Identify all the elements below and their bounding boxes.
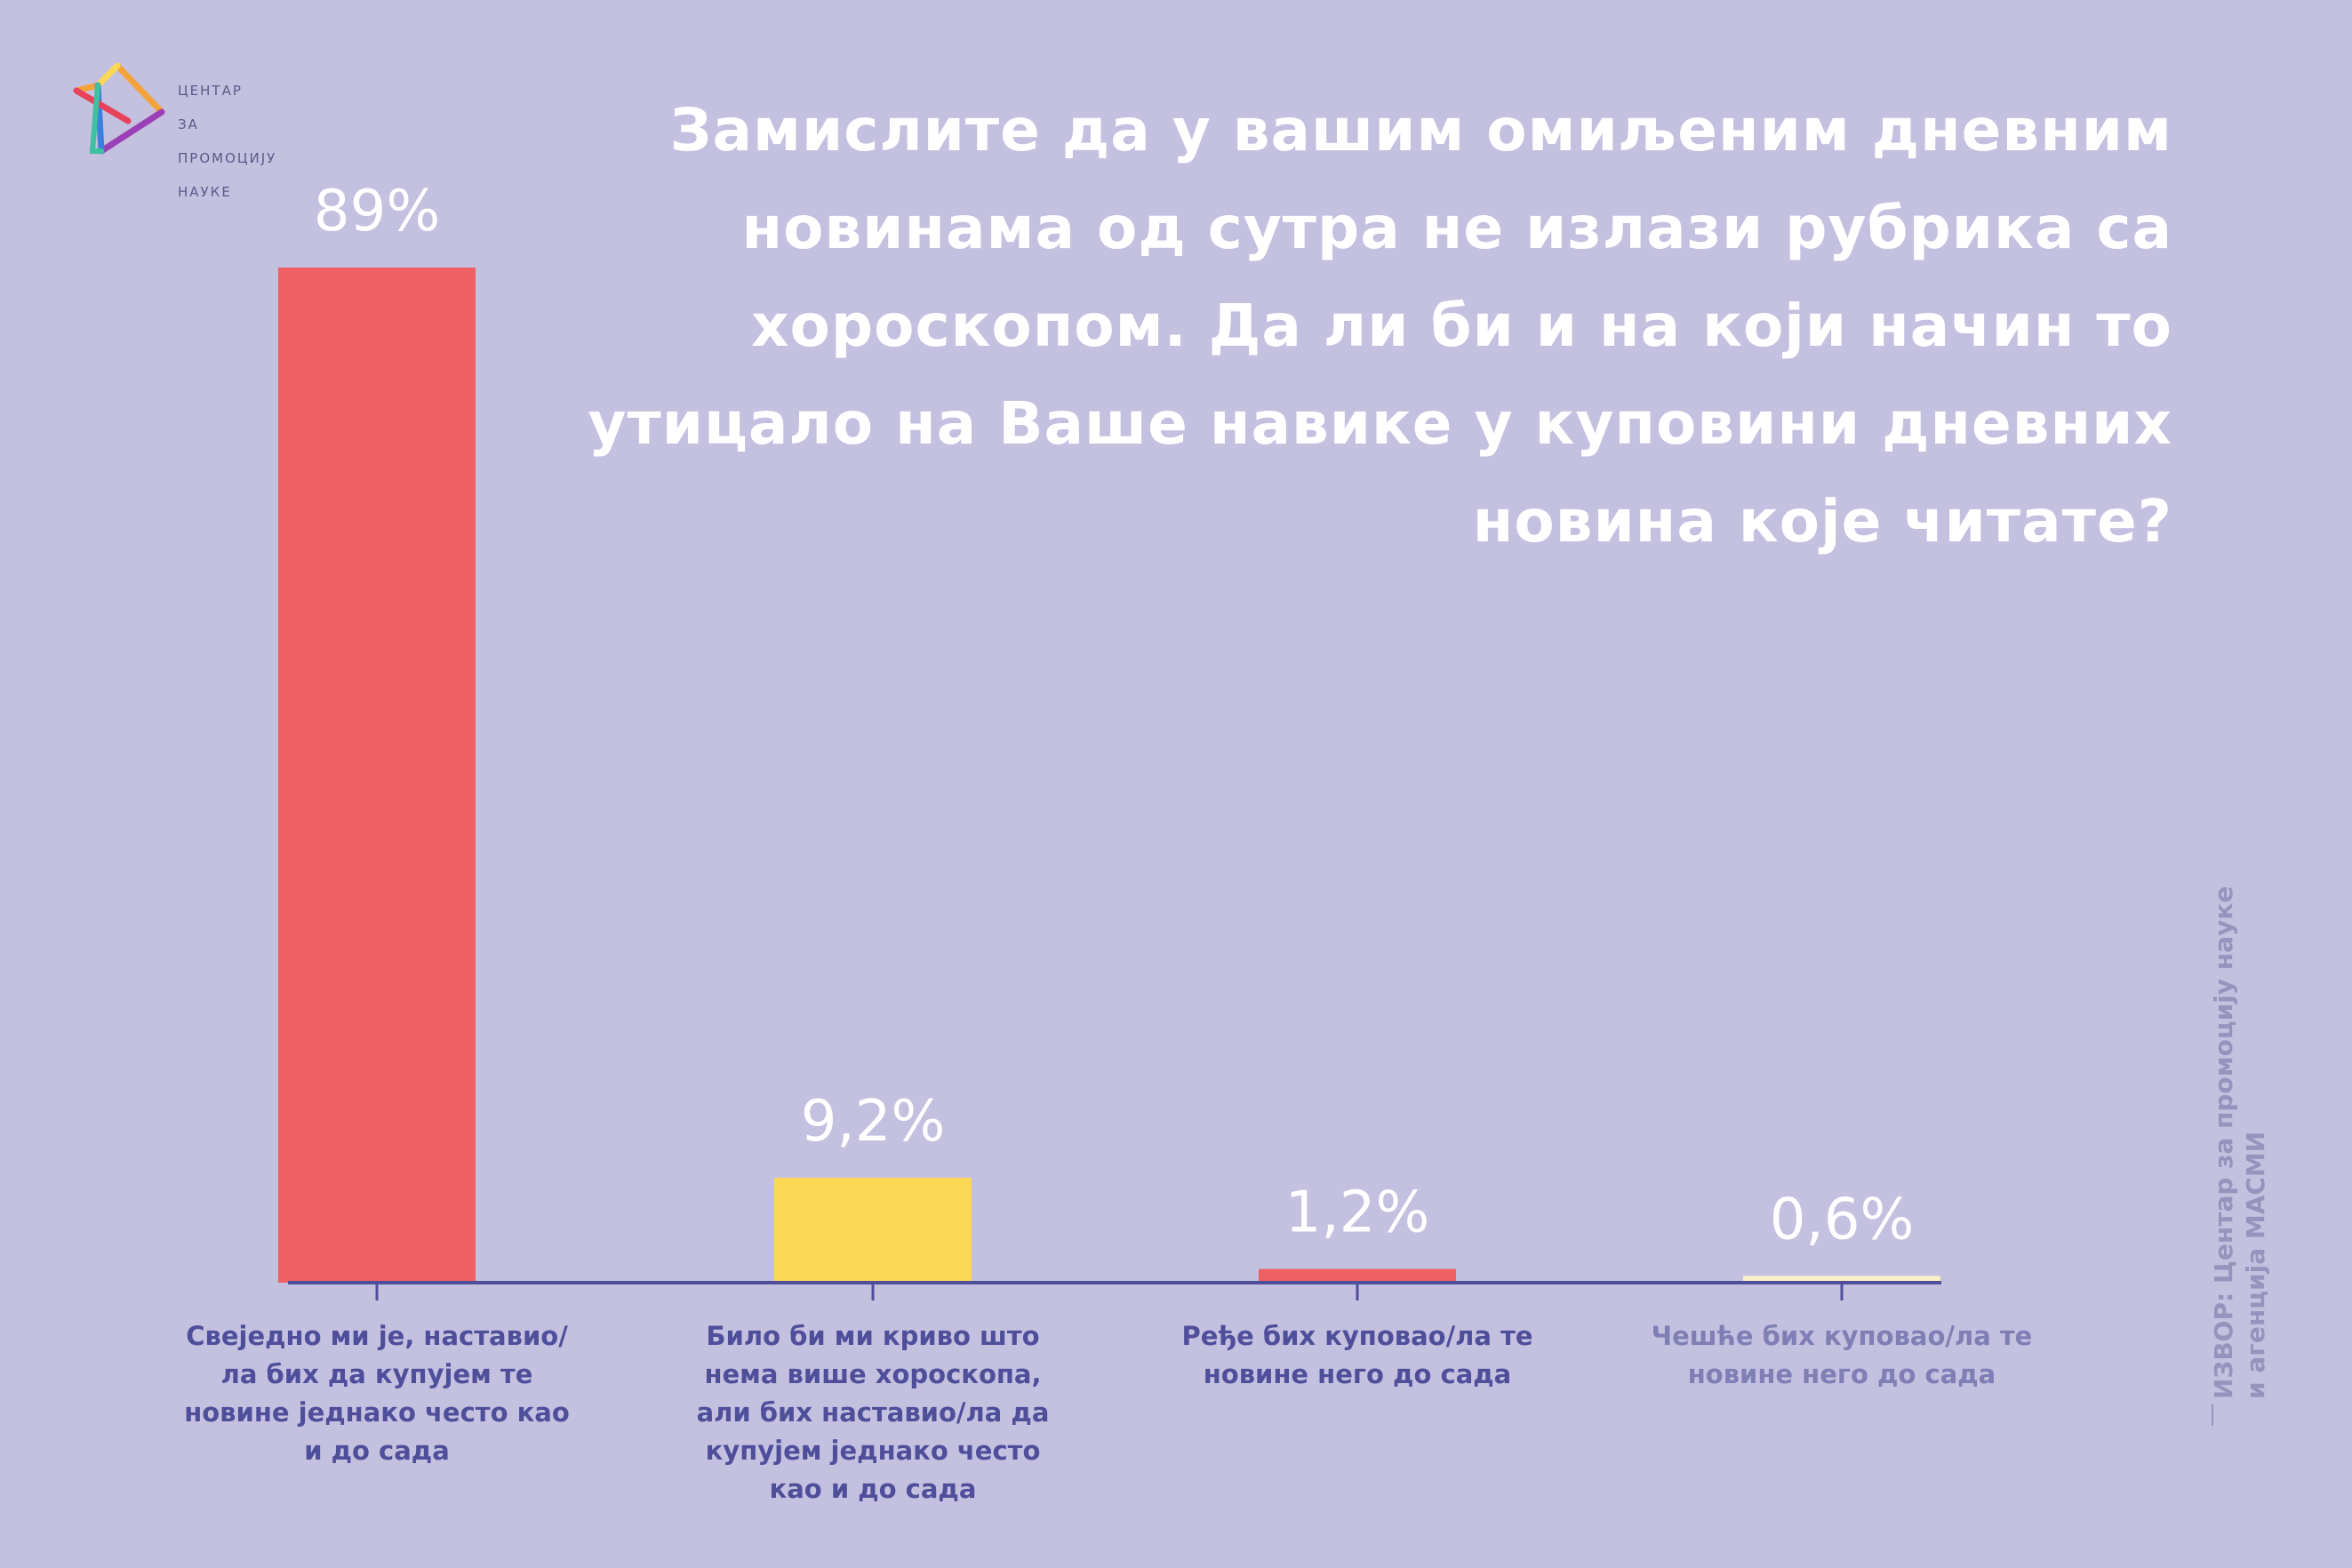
source-note: ИЗВОР: Центар за промоцију науке и агенц… [2208, 866, 2272, 1426]
logo-text-line-3: ПРОМОЦИЈУ [178, 150, 277, 166]
logo-text: ЦЕНТАР ЗА ПРОМОЦИЈУ НАУКЕ [178, 66, 276, 218]
logo-text-line-4: НАУКЕ [178, 184, 232, 200]
logo: ЦЕНТАР ЗА ПРОМОЦИЈУ НАУКЕ [66, 59, 279, 200]
category-label-3: Ређе бих куповао/ла те новине него до са… [1181, 1321, 1533, 1389]
value-label-3: 1,2% [1285, 1180, 1430, 1246]
bar-3 [1259, 1268, 1456, 1283]
value-label-1: 89% [314, 179, 440, 244]
bar-1 [278, 268, 476, 1283]
chart-title: Замислите да у вашим омиљеним дневним но… [588, 96, 2172, 556]
category-label-2: Било би ми криво што нема више хороскопа… [696, 1321, 1050, 1504]
value-label-4: 0,6% [1770, 1187, 1915, 1252]
value-label-2: 9,2% [801, 1089, 946, 1155]
logo-text-line-2: ЗА [178, 116, 199, 132]
source-line-1: ИЗВОР: Центар за промоцију науке [2209, 885, 2238, 1399]
bar-4 [1743, 1276, 1940, 1283]
category-label-1: Свеједно ми је, наставио/ла бих да купуј… [184, 1321, 570, 1466]
logo-icon [73, 62, 165, 155]
source-divider [2212, 1404, 2213, 1426]
bar-2 [774, 1177, 972, 1283]
category-label-4: Чешће бих куповао/ла те новине него до с… [1651, 1321, 2033, 1389]
logo-text-line-1: ЦЕНТАР [178, 83, 243, 99]
source-line-2: и агенција МАСМИ [2241, 1131, 2270, 1399]
